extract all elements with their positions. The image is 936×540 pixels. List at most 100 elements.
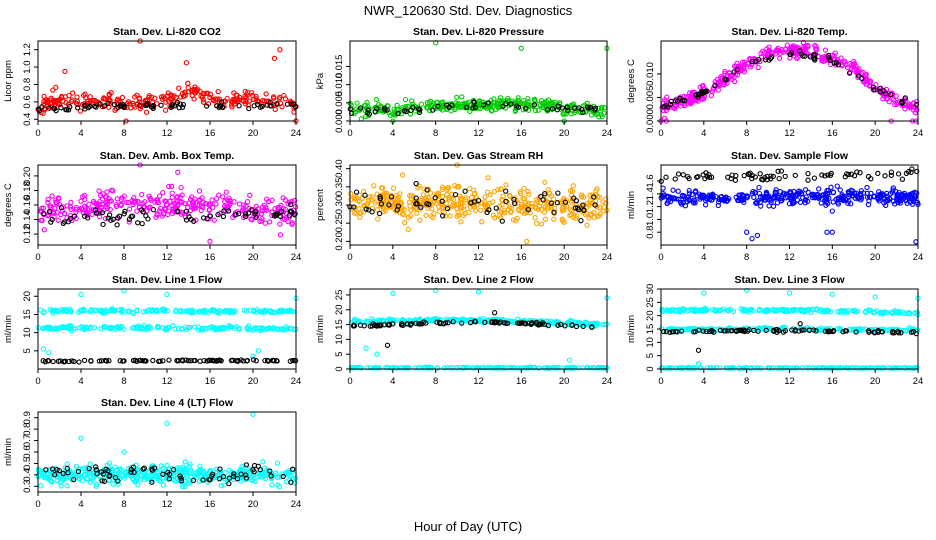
data-point bbox=[525, 200, 532, 206]
data-point bbox=[401, 108, 408, 114]
data-point bbox=[217, 469, 224, 475]
data-point bbox=[277, 221, 283, 227]
data-point bbox=[556, 365, 562, 371]
data-point bbox=[185, 325, 192, 331]
data-point bbox=[538, 221, 545, 227]
x-tick-label: 0 bbox=[347, 376, 352, 387]
data-point bbox=[753, 200, 759, 206]
data-point bbox=[715, 87, 721, 93]
data-point bbox=[418, 204, 424, 210]
series-1 bbox=[348, 162, 610, 245]
data-point bbox=[204, 216, 210, 222]
x-tick-label: 16 bbox=[205, 252, 216, 263]
data-point bbox=[230, 473, 237, 479]
data-point bbox=[162, 107, 169, 113]
data-point bbox=[186, 463, 192, 470]
data-point bbox=[865, 365, 872, 371]
data-point bbox=[729, 327, 735, 334]
data-point bbox=[902, 192, 908, 198]
data-point bbox=[291, 109, 297, 115]
data-point bbox=[123, 199, 129, 205]
data-point bbox=[394, 317, 400, 323]
data-point bbox=[899, 176, 906, 182]
data-point bbox=[221, 203, 228, 209]
data-point bbox=[93, 307, 99, 313]
outlier-point bbox=[164, 291, 170, 298]
data-point bbox=[170, 323, 176, 329]
data-point bbox=[273, 358, 280, 364]
series-2 bbox=[43, 462, 296, 487]
data-point bbox=[93, 481, 100, 487]
data-point bbox=[520, 101, 526, 107]
data-point bbox=[663, 365, 670, 371]
data-point bbox=[503, 100, 509, 107]
data-point bbox=[593, 188, 599, 194]
data-point bbox=[268, 473, 274, 479]
data-point bbox=[894, 101, 900, 107]
data-point bbox=[758, 365, 765, 371]
data-point bbox=[582, 319, 588, 325]
data-point bbox=[485, 175, 491, 181]
data-point bbox=[378, 201, 385, 207]
x-tick-label: 24 bbox=[291, 252, 302, 263]
data-point bbox=[429, 365, 435, 371]
data-point bbox=[251, 308, 257, 315]
y-tick-label: 0.9 bbox=[22, 411, 33, 424]
data-point bbox=[65, 470, 71, 476]
data-point bbox=[264, 326, 271, 332]
data-point bbox=[826, 195, 832, 202]
data-point bbox=[115, 324, 122, 331]
data-point bbox=[825, 52, 832, 59]
data-point bbox=[106, 212, 113, 218]
series-2 bbox=[347, 99, 599, 117]
x-tick-label: 24 bbox=[602, 376, 613, 387]
data-point bbox=[692, 328, 699, 335]
data-point bbox=[818, 200, 824, 206]
x-tick-label: 20 bbox=[870, 128, 881, 139]
data-point bbox=[41, 93, 47, 100]
data-point bbox=[667, 329, 673, 336]
data-point bbox=[894, 195, 900, 201]
data-point bbox=[520, 97, 527, 104]
panel-title: Stan. Dev. Amb. Box Temp. bbox=[100, 150, 235, 162]
data-point bbox=[712, 82, 718, 89]
y-tick-label: 25 bbox=[334, 290, 345, 301]
data-point bbox=[676, 365, 682, 371]
data-point bbox=[364, 110, 371, 116]
data-point bbox=[353, 210, 359, 217]
data-point bbox=[368, 365, 374, 371]
data-point bbox=[837, 308, 843, 315]
data-point bbox=[592, 105, 599, 111]
data-point bbox=[106, 358, 112, 364]
data-point bbox=[143, 213, 149, 219]
data-point bbox=[531, 102, 538, 108]
data-point bbox=[804, 365, 810, 371]
data-point bbox=[249, 217, 255, 223]
data-point bbox=[93, 104, 99, 110]
data-point bbox=[253, 214, 259, 220]
data-point bbox=[854, 308, 861, 314]
data-point bbox=[586, 215, 592, 221]
x-tick-label: 4 bbox=[701, 376, 706, 387]
outlier-point bbox=[518, 45, 524, 51]
data-point bbox=[682, 203, 689, 209]
figure-title: NWR_120630 Std. Dev. Diagnostics bbox=[364, 3, 573, 18]
data-point bbox=[419, 196, 425, 202]
data-point bbox=[249, 477, 256, 484]
data-point bbox=[353, 195, 359, 201]
data-point bbox=[858, 326, 864, 333]
outlier-point bbox=[250, 411, 256, 417]
series-1 bbox=[659, 287, 921, 367]
panel-title: Stan. Dev. Li-820 Pressure bbox=[413, 26, 544, 38]
data-point bbox=[700, 96, 706, 102]
y-tick-label: 5 bbox=[334, 352, 345, 357]
data-point bbox=[482, 199, 488, 205]
data-point bbox=[825, 329, 832, 335]
data-point bbox=[115, 481, 121, 488]
x-tick-label: 0 bbox=[347, 252, 352, 263]
data-point bbox=[529, 320, 535, 326]
data-point bbox=[454, 316, 460, 323]
data-point bbox=[537, 200, 544, 206]
data-point bbox=[708, 92, 715, 99]
